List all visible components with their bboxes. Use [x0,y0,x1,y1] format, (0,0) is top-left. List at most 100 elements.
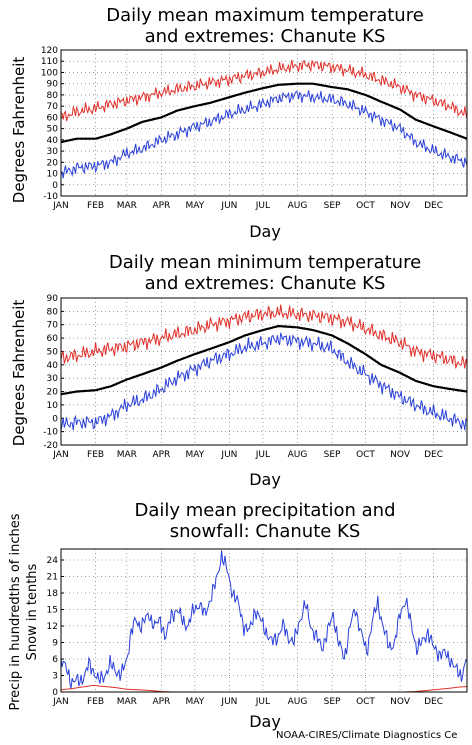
x-tick-label: MAR [117,450,137,460]
y-tick-label: 18 [47,589,59,599]
credit-text: NOAA-CIRES/Climate Diagnostics Ce [276,730,458,741]
x-tick-label: APR [152,450,170,460]
chart2-x-axis-label: Day [249,470,281,489]
chart1-x-axis-label: Day [249,222,281,241]
x-tick-label: SEP [324,201,341,211]
chart1-title-line2: and extremes: Chanute KS [145,26,386,47]
chart3-title-line1: Daily mean precipitation and [134,500,395,521]
y-tick-label: -10 [43,428,58,438]
x-tick-label: JUN [220,201,237,211]
x-tick-label: MAY [185,450,204,460]
x-tick-label: OCT [356,201,375,211]
y-tick-label: 70 [47,321,59,331]
x-tick-label: DEC [424,697,443,707]
x-tick-label: JAN [52,697,68,707]
y-tick-label: 60 [47,113,59,123]
x-tick-label: DEC [424,450,443,460]
y-tick-label: 0 [52,414,58,424]
series-line-mean [60,325,468,396]
y-tick-label: 80 [47,91,59,101]
chart1-y-axis-label: Degrees Fahrenheit [10,57,28,204]
x-tick-label: NOV [390,201,411,211]
y-tick-label: -20 [43,441,58,451]
series-line-high [60,304,468,369]
y-tick-label: 70 [47,102,59,112]
y-tick-label: -10 [43,192,58,202]
chart-min-temperature: Daily mean minimum temperature and extre… [10,252,468,489]
x-tick-label: MAR [117,697,137,707]
x-tick-label: AUG [288,450,308,460]
chart-max-temperature: Daily mean maximum temperature and extre… [10,5,468,241]
x-tick-label: APR [152,201,170,211]
x-tick-label: JAN [52,201,68,211]
y-tick-label: 24 [47,556,59,566]
y-tick-label: 50 [47,347,59,357]
y-tick-label: 60 [47,334,59,344]
y-tick-label: 0 [52,688,58,698]
x-tick-label: SEP [324,697,341,707]
x-tick-label: DEC [424,201,443,211]
y-tick-label: 6 [52,655,58,665]
series-line-high [60,59,468,122]
y-tick-label: 40 [47,136,59,146]
x-tick-label: AUG [288,201,308,211]
y-tick-label: 20 [47,388,59,398]
x-tick-label: JAN [52,450,68,460]
y-tick-label: 110 [41,57,58,67]
y-tick-label: 15 [47,606,58,616]
x-tick-label: FEB [87,450,104,460]
y-tick-label: 40 [47,361,59,371]
y-tick-label: 20 [47,158,59,168]
series-line-mean [60,82,468,144]
chart2-plot-area: -20 -10 0 10 20 30 40 50 60 70 80 90 JAN FEB MAR APR MAY… [43,294,468,460]
y-tick-label: 90 [47,80,59,90]
x-tick-label: AUG [288,697,308,707]
x-tick-label: FEB [87,697,104,707]
x-tick-label: APR [152,697,170,707]
series-line-low [60,90,468,179]
x-tick-label: NOV [390,450,411,460]
chart1-title-line1: Daily mean maximum temperature [106,5,424,26]
x-tick-label: JUL [255,201,270,211]
y-tick-label: 90 [47,294,59,304]
y-tick-label: 50 [47,125,59,135]
y-tick-label: 10 [47,170,59,180]
x-tick-label: JUL [255,697,270,707]
chart2-y-axis-label: Degrees Fahrenheit [10,300,28,447]
series-line-snow [60,684,468,693]
series-line-low [60,332,468,431]
y-tick-label: 12 [47,622,58,632]
x-tick-label: NOV [390,697,411,707]
chart3-x-axis-label: Day [249,712,281,731]
x-tick-label: JUN [220,697,237,707]
x-tick-label: OCT [356,450,375,460]
y-tick-label: 10 [47,401,59,411]
x-tick-label: FEB [87,201,104,211]
y-tick-label: 120 [41,46,58,56]
chart-precipitation: Daily mean precipitation and snowfall: C… [8,500,468,731]
plot-frame [60,297,468,446]
plot-frame [60,548,468,693]
y-tick-label: 3 [52,672,58,682]
chart3-title-line2: snowfall: Chanute KS [170,521,361,542]
y-tick-label: 30 [47,147,59,157]
chart3-y-axis-label-line1: Precip in hundredths of inches [8,513,23,710]
x-tick-label: MAY [185,697,204,707]
y-tick-label: 9 [52,639,58,649]
x-tick-label: MAY [185,201,204,211]
plot-frame [60,49,468,197]
series-line-precip [60,550,468,689]
y-tick-label: 100 [41,68,58,78]
x-tick-label: MAR [117,201,137,211]
y-tick-label: 21 [47,573,58,583]
chart3-y-axis-label-line2: Snow in tenths [25,563,40,660]
y-tick-label: 30 [47,374,59,384]
chart2-title-line2: and extremes: Chanute KS [145,273,386,294]
y-tick-label: 0 [52,181,58,191]
x-tick-label: JUN [220,450,237,460]
chart3-plot-area: 0 3 6 9 12 15 18 21 24 JAN FEB MAR APR MAY JUN JUL AUG SE… [47,548,468,707]
x-tick-label: SEP [324,450,341,460]
x-tick-label: JUL [255,450,270,460]
